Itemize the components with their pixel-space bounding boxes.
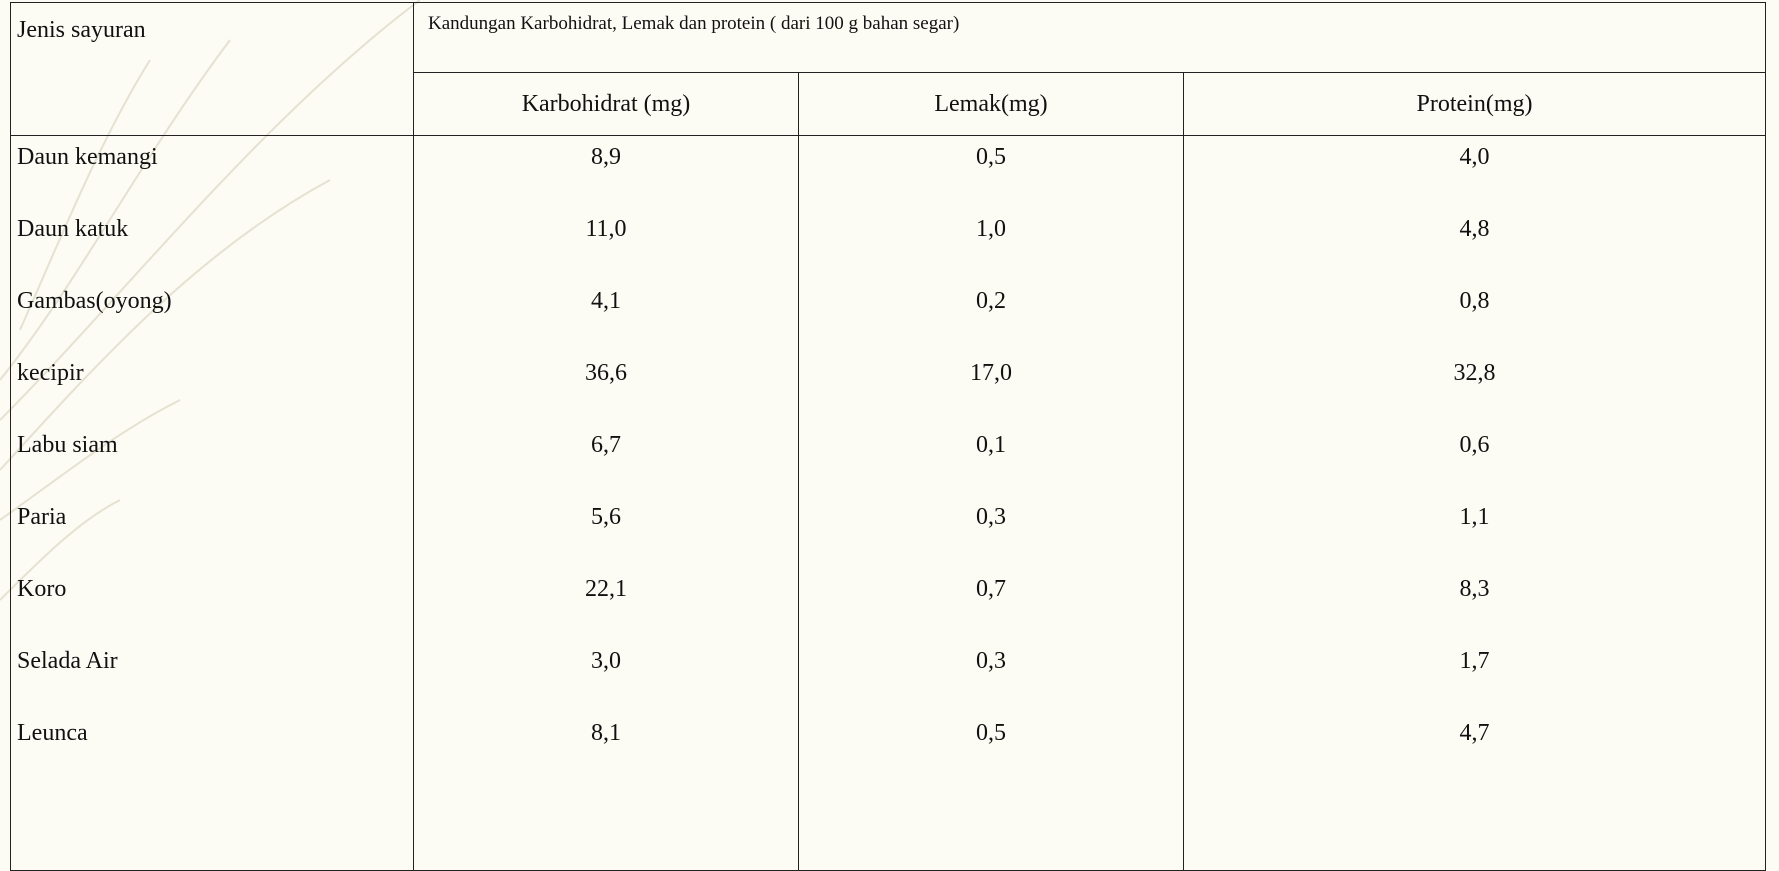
value-cell: 1,7 xyxy=(1182,640,1767,712)
data-row: Paria 5,6 0,3 1,1 xyxy=(10,496,1767,568)
nutrition-table: Jenis sayuran Kandungan Karbohidrat, Lem… xyxy=(10,2,1767,871)
value-cell: 0,5 xyxy=(798,712,1184,871)
value-cell: 4,7 xyxy=(1182,712,1767,871)
data-row: Daun katuk 11,0 1,0 4,8 xyxy=(10,208,1767,280)
vegetable-name: Daun katuk xyxy=(10,208,414,280)
value-cell: 1,0 xyxy=(798,208,1184,280)
corner-header: Jenis sayuran xyxy=(10,2,414,136)
header-row: Jenis sayuran Kandungan Karbohidrat, Lem… xyxy=(10,2,1767,136)
value-cell: 11,0 xyxy=(413,208,799,280)
value-cell: 3,0 xyxy=(413,640,799,712)
value-cell: 0,2 xyxy=(798,280,1184,352)
vegetable-name: kecipir xyxy=(10,352,414,424)
value-cell: 4,1 xyxy=(413,280,799,352)
value-cell: 8,1 xyxy=(413,712,799,871)
data-row: Gambas(oyong) 4,1 0,2 0,8 xyxy=(10,280,1767,352)
value-cell: 4,8 xyxy=(1182,208,1767,280)
column-header: Lemak(mg) xyxy=(798,72,1184,136)
value-cell: 0,7 xyxy=(798,568,1184,640)
vegetable-name: Koro xyxy=(10,568,414,640)
value-cell: 0,8 xyxy=(1182,280,1767,352)
value-cell: 5,6 xyxy=(413,496,799,568)
column-header: Karbohidrat (mg) xyxy=(413,72,799,136)
vegetable-name: Selada Air xyxy=(10,640,414,712)
value-cell: 1,1 xyxy=(1182,496,1767,568)
data-row: Daun kemangi 8,9 0,5 4,0 xyxy=(10,135,1767,208)
value-cell: 4,0 xyxy=(1182,135,1767,208)
value-cell: 0,3 xyxy=(798,640,1184,712)
column-header-row: Karbohidrat (mg) Lemak(mg) Protein(mg) xyxy=(11,72,1767,136)
data-row: Labu siam 6,7 0,1 0,6 xyxy=(10,424,1767,496)
value-cell: 0,5 xyxy=(798,135,1184,208)
column-header: Protein(mg) xyxy=(1182,72,1767,136)
group-header: Kandungan Karbohidrat, Lemak dan protein… xyxy=(412,2,1767,73)
data-row: Selada Air 3,0 0,3 1,7 xyxy=(10,640,1767,712)
value-cell: 0,1 xyxy=(798,424,1184,496)
data-row: Koro 22,1 0,7 8,3 xyxy=(10,568,1767,640)
value-cell: 36,6 xyxy=(413,352,799,424)
value-cell: 8,3 xyxy=(1182,568,1767,640)
vegetable-name: Gambas(oyong) xyxy=(10,280,414,352)
value-cell: 0,3 xyxy=(798,496,1184,568)
value-cell: 0,6 xyxy=(1182,424,1767,496)
vegetable-name: Daun kemangi xyxy=(10,135,414,208)
value-cell: 17,0 xyxy=(798,352,1184,424)
table-body: Jenis sayuran Kandungan Karbohidrat, Lem… xyxy=(10,2,1767,871)
value-cell: 22,1 xyxy=(413,568,799,640)
vegetable-name: Paria xyxy=(10,496,414,568)
data-row: kecipir 36,6 17,0 32,8 xyxy=(10,352,1767,424)
value-cell: 6,7 xyxy=(413,424,799,496)
value-cell: 32,8 xyxy=(1182,352,1767,424)
vegetable-name: Leunca xyxy=(10,712,414,871)
value-cell: 8,9 xyxy=(413,135,799,208)
vegetable-name: Labu siam xyxy=(10,424,414,496)
data-row: Leunca 8,1 0,5 4,7 xyxy=(10,712,1767,871)
